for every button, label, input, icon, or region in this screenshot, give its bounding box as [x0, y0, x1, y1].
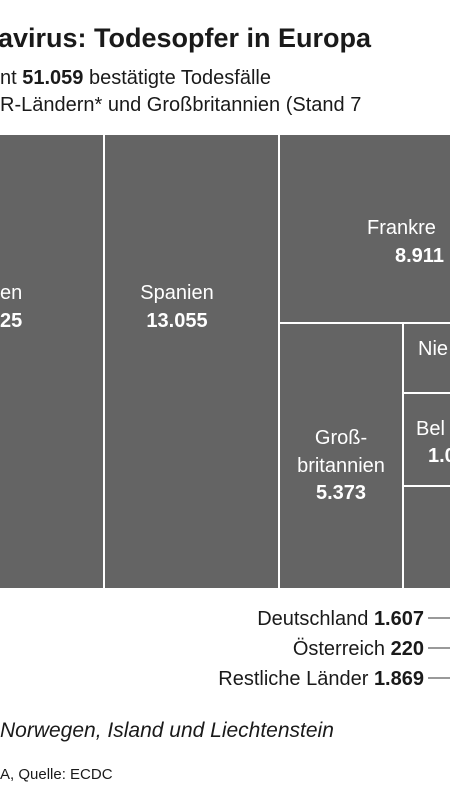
tile: [0, 135, 103, 588]
tile-label: Spanien: [140, 282, 213, 304]
small-label: Restliche Länder: [218, 668, 368, 690]
tiles: [0, 135, 450, 588]
small-value: 1.869: [374, 668, 424, 690]
tile: [404, 394, 450, 485]
tile-label: Bel: [416, 418, 445, 440]
tile: [280, 324, 402, 588]
tile: [404, 324, 450, 392]
title: avirus: Todesopfer in Europa: [0, 23, 372, 53]
small-value: 220: [391, 638, 424, 660]
small-entry: Deutschland 1.607: [257, 608, 424, 630]
subtitle-line: R-Ländern* und Großbritannien (Stand 7: [0, 94, 361, 116]
tile-label: Frankre: [367, 217, 436, 239]
tile-value: 13.055: [146, 310, 207, 332]
tile-value: 1.0: [428, 445, 450, 467]
tile-label: britannien: [297, 455, 385, 477]
footnote: Norwegen, Island und Liechtenstein: [0, 719, 334, 742]
subtitle-prefix: nt: [0, 67, 17, 89]
small-label: Österreich: [293, 638, 385, 660]
tile-label: Groß-: [315, 427, 367, 449]
small-label: Deutschland: [257, 608, 368, 630]
small-entry: Österreich 220: [293, 638, 424, 660]
tile-value: 8.911: [395, 245, 444, 267]
subtitle: nt 51.059 bestätigte Todesfälle: [0, 67, 271, 89]
small-entry: Restliche Länder 1.869: [218, 668, 424, 690]
tile: [105, 135, 278, 588]
small-value: 1.607: [374, 608, 424, 630]
tile: [280, 135, 450, 322]
source: A, Quelle: ECDC: [0, 766, 113, 783]
tile-value: 25: [0, 310, 22, 332]
tile-label: Nie: [418, 338, 448, 360]
tile-label: en: [0, 282, 22, 304]
tile-value: 5.373: [316, 482, 366, 504]
tile: [404, 487, 450, 588]
total: 51.059: [22, 67, 83, 89]
small-countries: Deutschland 1.607 Österreich 220 Restlic…: [218, 608, 450, 690]
subtitle-suffix: bestätigte Todesfälle: [89, 67, 271, 89]
